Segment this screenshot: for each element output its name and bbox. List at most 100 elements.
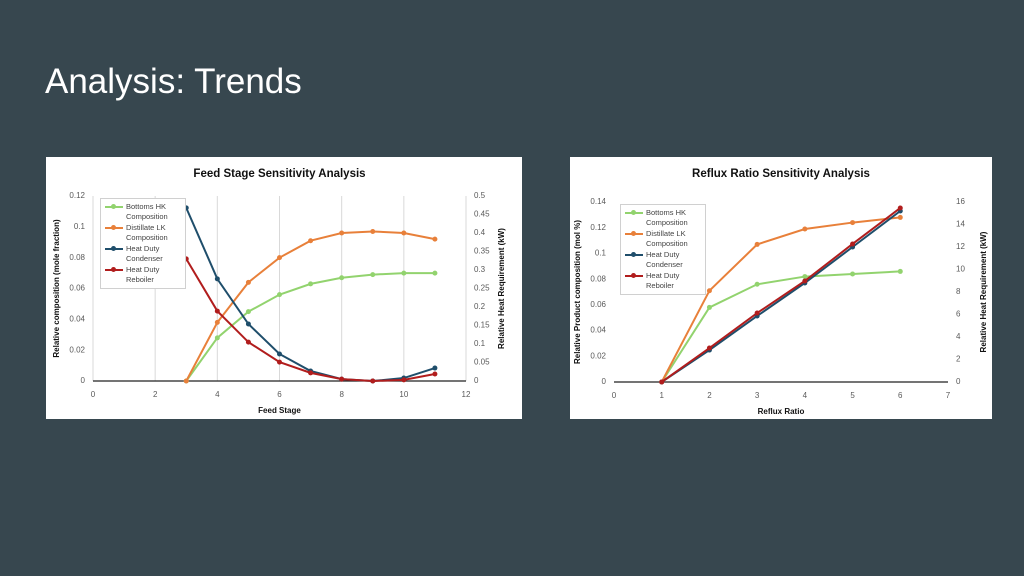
y2-axis-label: Relative Heat Requirement (kW) <box>979 231 988 352</box>
y2-tick-label: 0.4 <box>474 228 486 237</box>
y2-tick-label: 16 <box>956 197 965 206</box>
legend-label: Heat Duty Reboiler <box>126 265 160 284</box>
legend-label: Bottoms HK Composition <box>646 208 688 227</box>
y2-tick-label: 0.45 <box>474 210 490 219</box>
series-line <box>185 258 436 383</box>
y2-tick-label: 8 <box>956 287 961 296</box>
legend-label: Distillate LK Composition <box>646 229 688 248</box>
data-point <box>277 359 282 365</box>
x-axis-label: Feed Stage <box>258 406 301 415</box>
legend-swatch <box>105 202 123 212</box>
series-line <box>660 270 901 383</box>
data-point <box>277 255 282 261</box>
x-tick-label: 2 <box>153 390 158 399</box>
data-point <box>850 271 856 277</box>
data-point <box>308 370 314 376</box>
data-point <box>802 226 808 232</box>
y-tick-label: 0.06 <box>590 300 606 309</box>
data-point <box>214 276 220 282</box>
y-tick-label: 0.08 <box>69 253 85 262</box>
data-point <box>850 220 856 226</box>
data-point <box>339 275 345 281</box>
slide-title: Analysis: Trends <box>45 62 302 101</box>
y-tick-label: 0.02 <box>69 345 85 354</box>
data-point <box>370 272 376 278</box>
legend-item: Distillate LK Composition <box>105 223 181 243</box>
data-point <box>339 376 345 382</box>
x-tick-label: 7 <box>946 391 951 400</box>
data-point <box>802 274 808 280</box>
data-point <box>432 270 438 276</box>
data-point <box>214 319 220 325</box>
data-point <box>432 236 438 242</box>
legend: Bottoms HK Composition Distillate LK Comp… <box>100 198 186 289</box>
chart: Feed Stage Sensitivity Analysis 0 2 4 6 8 10 12… <box>52 168 506 415</box>
y-tick-label: 0.14 <box>590 197 606 206</box>
chart-title: Reflux Ratio Sensitivity Analysis <box>692 168 870 180</box>
data-point <box>245 309 251 315</box>
data-point <box>370 228 376 234</box>
legend-swatch <box>625 208 643 218</box>
legend-item: Bottoms HK Composition <box>625 208 701 228</box>
legend-item: Heat Duty Reboiler <box>105 265 181 285</box>
chart-panel: Reflux Ratio Sensitivity Analysis 0 1 2 3 4 5 6… <box>570 157 992 419</box>
x-tick-label: 4 <box>803 391 808 400</box>
data-point <box>706 288 712 294</box>
series-line <box>185 207 436 383</box>
legend-label: Heat Duty Reboiler <box>646 271 680 290</box>
legend-label: Heat Duty Condenser <box>646 250 683 269</box>
legend: Bottoms HK Composition Distillate LK Comp… <box>620 204 706 295</box>
y2-tick-label: 10 <box>956 265 965 274</box>
legend-item: Heat Duty Condenser <box>625 250 701 270</box>
data-point <box>432 365 438 371</box>
legend-swatch <box>105 244 123 254</box>
legend-label: Heat Duty Condenser <box>126 244 163 263</box>
data-point <box>659 379 665 385</box>
x-tick-label: 1 <box>659 391 664 400</box>
data-point <box>706 345 712 351</box>
y-tick-label: 0.02 <box>590 351 606 360</box>
x-tick-label: 6 <box>898 391 903 400</box>
data-point <box>401 377 407 383</box>
data-point <box>802 278 808 284</box>
y2-tick-label: 0.15 <box>474 321 490 330</box>
data-point <box>897 205 903 211</box>
data-point <box>754 241 760 247</box>
x-tick-label: 0 <box>612 391 617 400</box>
y2-tick-label: 0.5 <box>474 191 486 200</box>
data-point <box>432 371 438 377</box>
data-point <box>277 292 282 298</box>
y-tick-label: 0.12 <box>590 223 606 232</box>
x-tick-label: 8 <box>339 390 344 399</box>
y-tick-label: 0.06 <box>69 284 85 293</box>
data-point <box>214 335 220 341</box>
legend-label: Distillate LK Composition <box>126 223 168 242</box>
data-point <box>370 378 376 384</box>
series-line <box>660 216 901 383</box>
y-tick-label: 0 <box>602 377 607 386</box>
x-tick-label: 10 <box>399 390 408 399</box>
x-tick-label: 0 <box>91 390 96 399</box>
chart-title: Feed Stage Sensitivity Analysis <box>193 168 365 180</box>
y-tick-label: 0.04 <box>590 326 606 335</box>
y-tick-label: 0.12 <box>69 191 85 200</box>
data-point <box>214 308 220 314</box>
y2-tick-label: 0.35 <box>474 247 490 256</box>
y-axis-label: Relative Product composition (mol %) <box>573 220 582 364</box>
y2-tick-label: 0.2 <box>474 302 486 311</box>
series-line <box>661 210 901 383</box>
y-axis-label: Relative composition (mole fraction) <box>52 219 61 358</box>
y-tick-label: 0.1 <box>74 222 86 231</box>
x-tick-label: 3 <box>755 391 760 400</box>
data-point <box>897 214 903 220</box>
legend-swatch <box>105 265 123 275</box>
x-tick-label: 2 <box>707 391 712 400</box>
data-point <box>277 351 282 357</box>
legend-swatch <box>625 271 643 281</box>
data-point <box>897 268 903 274</box>
y-tick-label: 0.04 <box>69 314 85 323</box>
legend-item: Distillate LK Composition <box>625 229 701 249</box>
chart-panel: Feed Stage Sensitivity Analysis 0 2 4 6 8 10 12… <box>46 157 522 419</box>
x-tick-label: 6 <box>277 390 282 399</box>
data-point <box>850 241 856 247</box>
